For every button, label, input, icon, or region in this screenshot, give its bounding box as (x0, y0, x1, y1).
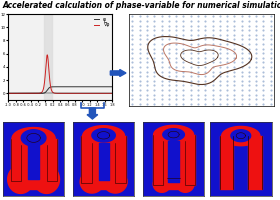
φ (85, 86, 89, 88)
Polygon shape (163, 129, 185, 140)
φ (96, 86, 99, 88)
φ (70, 86, 73, 88)
∇φ (73, 92, 76, 95)
φ (87, 86, 90, 88)
φ (110, 86, 114, 88)
∇φ (7, 92, 10, 95)
Legend: φ, ∇φ: φ, ∇φ (94, 16, 109, 28)
φ (13, 92, 17, 95)
Polygon shape (21, 130, 46, 146)
∇φ (67, 92, 70, 95)
Polygon shape (83, 126, 125, 146)
Bar (44, 14, 52, 100)
Polygon shape (153, 176, 171, 192)
FancyArrow shape (87, 108, 98, 119)
Polygon shape (8, 165, 34, 193)
Line: φ: φ (8, 87, 112, 93)
Polygon shape (154, 125, 194, 145)
Polygon shape (12, 128, 55, 150)
FancyArrow shape (110, 70, 126, 76)
Polygon shape (80, 171, 104, 193)
∇φ (70, 92, 73, 95)
φ (7, 92, 10, 95)
∇φ (110, 92, 114, 95)
φ (73, 86, 76, 88)
∇φ (46, 54, 49, 56)
∇φ (84, 92, 88, 95)
Polygon shape (104, 171, 127, 193)
Polygon shape (222, 126, 260, 146)
Text: Accelerated calculation of phase-variable for numerical simulation of multiphase: Accelerated calculation of phase-variabl… (3, 1, 280, 10)
φ (67, 86, 70, 88)
Polygon shape (177, 176, 194, 192)
∇φ (96, 92, 100, 95)
Polygon shape (34, 165, 59, 193)
∇φ (13, 92, 17, 95)
Polygon shape (92, 129, 115, 142)
Polygon shape (231, 130, 251, 142)
∇φ (86, 92, 89, 95)
Line: ∇φ: ∇φ (8, 55, 112, 93)
